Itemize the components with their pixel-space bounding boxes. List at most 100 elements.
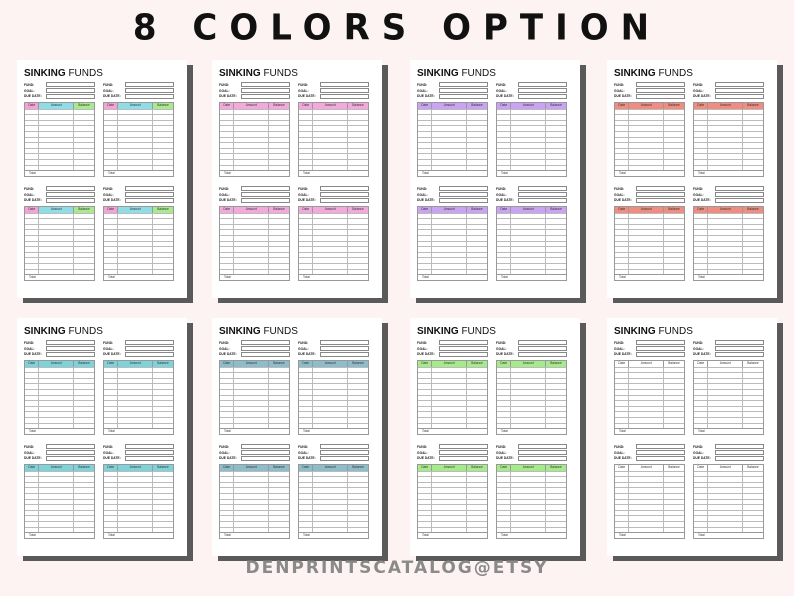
- table-row[interactable]: [104, 372, 173, 378]
- table-row[interactable]: [299, 487, 368, 493]
- table-row[interactable]: [418, 422, 487, 429]
- field-input[interactable]: [320, 197, 369, 203]
- field-input[interactable]: [125, 340, 174, 346]
- table-row[interactable]: [615, 246, 684, 252]
- table-row[interactable]: [299, 158, 368, 165]
- table-row[interactable]: [25, 394, 94, 401]
- table-row[interactable]: [694, 234, 763, 241]
- table-row[interactable]: [25, 377, 94, 384]
- table-row[interactable]: [25, 481, 94, 488]
- table-row[interactable]: [104, 136, 173, 143]
- table-row[interactable]: [25, 487, 94, 493]
- table-row[interactable]: [299, 234, 368, 241]
- table-row[interactable]: [497, 153, 566, 159]
- table-row[interactable]: [25, 400, 94, 406]
- table-row[interactable]: [25, 388, 94, 395]
- table-row[interactable]: [299, 394, 368, 401]
- table-row[interactable]: [25, 108, 94, 115]
- field-input[interactable]: [46, 186, 95, 192]
- table-row[interactable]: [615, 476, 684, 482]
- table-row[interactable]: [694, 498, 763, 505]
- table-row[interactable]: [104, 526, 173, 533]
- table-row[interactable]: [25, 125, 94, 131]
- field-input[interactable]: [636, 93, 685, 99]
- table-row[interactable]: [25, 520, 94, 527]
- table-row[interactable]: [299, 153, 368, 159]
- table-row[interactable]: [25, 504, 94, 510]
- table-row[interactable]: [220, 114, 289, 120]
- table-row[interactable]: [497, 114, 566, 120]
- field-input[interactable]: [46, 192, 95, 198]
- table-row[interactable]: [418, 405, 487, 412]
- table-row[interactable]: [615, 487, 684, 493]
- table-row[interactable]: [418, 147, 487, 154]
- table-row[interactable]: [497, 268, 566, 275]
- table-row[interactable]: [497, 394, 566, 401]
- table-row[interactable]: [497, 504, 566, 510]
- field-input[interactable]: [518, 186, 567, 192]
- table-row[interactable]: [694, 153, 763, 159]
- table-row[interactable]: [497, 383, 566, 389]
- table-row[interactable]: [694, 223, 763, 230]
- table-row[interactable]: [299, 240, 368, 247]
- field-input[interactable]: [518, 450, 567, 456]
- table-row[interactable]: [615, 234, 684, 241]
- table-row[interactable]: [25, 405, 94, 412]
- table-row[interactable]: [418, 257, 487, 263]
- table-row[interactable]: [694, 492, 763, 499]
- table-row[interactable]: [615, 422, 684, 429]
- field-input[interactable]: [241, 340, 290, 346]
- table-row[interactable]: [418, 366, 487, 373]
- table-row[interactable]: [615, 108, 684, 115]
- field-input[interactable]: [715, 340, 764, 346]
- table-row[interactable]: [104, 234, 173, 241]
- table-row[interactable]: [25, 223, 94, 230]
- table-row[interactable]: [104, 405, 173, 412]
- table-row[interactable]: [220, 377, 289, 384]
- table-row[interactable]: [104, 223, 173, 230]
- field-input[interactable]: [46, 88, 95, 94]
- table-row[interactable]: [694, 164, 763, 171]
- field-input[interactable]: [439, 82, 488, 88]
- table-row[interactable]: [418, 119, 487, 126]
- table-row[interactable]: [220, 246, 289, 252]
- table-row[interactable]: [104, 246, 173, 252]
- table-row[interactable]: [694, 268, 763, 275]
- table-row[interactable]: [418, 476, 487, 482]
- table-row[interactable]: [299, 251, 368, 258]
- table-row[interactable]: [694, 405, 763, 412]
- table-row[interactable]: [220, 400, 289, 406]
- table-row[interactable]: [25, 142, 94, 148]
- table-row[interactable]: [104, 400, 173, 406]
- field-input[interactable]: [46, 346, 95, 352]
- table-row[interactable]: [25, 509, 94, 516]
- table-row[interactable]: [25, 366, 94, 373]
- table-row[interactable]: [299, 481, 368, 488]
- table-row[interactable]: [104, 251, 173, 258]
- table-row[interactable]: [615, 251, 684, 258]
- field-input[interactable]: [320, 351, 369, 357]
- table-row[interactable]: [418, 504, 487, 510]
- table-row[interactable]: [497, 416, 566, 423]
- table-row[interactable]: [694, 142, 763, 148]
- table-row[interactable]: [299, 262, 368, 269]
- table-row[interactable]: [104, 509, 173, 516]
- field-input[interactable]: [518, 82, 567, 88]
- table-row[interactable]: [694, 125, 763, 131]
- table-row[interactable]: [497, 366, 566, 373]
- field-input[interactable]: [518, 455, 567, 461]
- table-row[interactable]: [220, 229, 289, 235]
- table-row[interactable]: [418, 509, 487, 516]
- table-row[interactable]: [497, 136, 566, 143]
- table-row[interactable]: [299, 509, 368, 516]
- field-input[interactable]: [715, 455, 764, 461]
- table-row[interactable]: [497, 164, 566, 171]
- table-row[interactable]: [220, 422, 289, 429]
- table-row[interactable]: [497, 130, 566, 137]
- table-row[interactable]: [694, 114, 763, 120]
- table-row[interactable]: [497, 229, 566, 235]
- table-row[interactable]: [104, 470, 173, 477]
- table-row[interactable]: [694, 366, 763, 373]
- table-row[interactable]: [25, 240, 94, 247]
- field-input[interactable]: [715, 197, 764, 203]
